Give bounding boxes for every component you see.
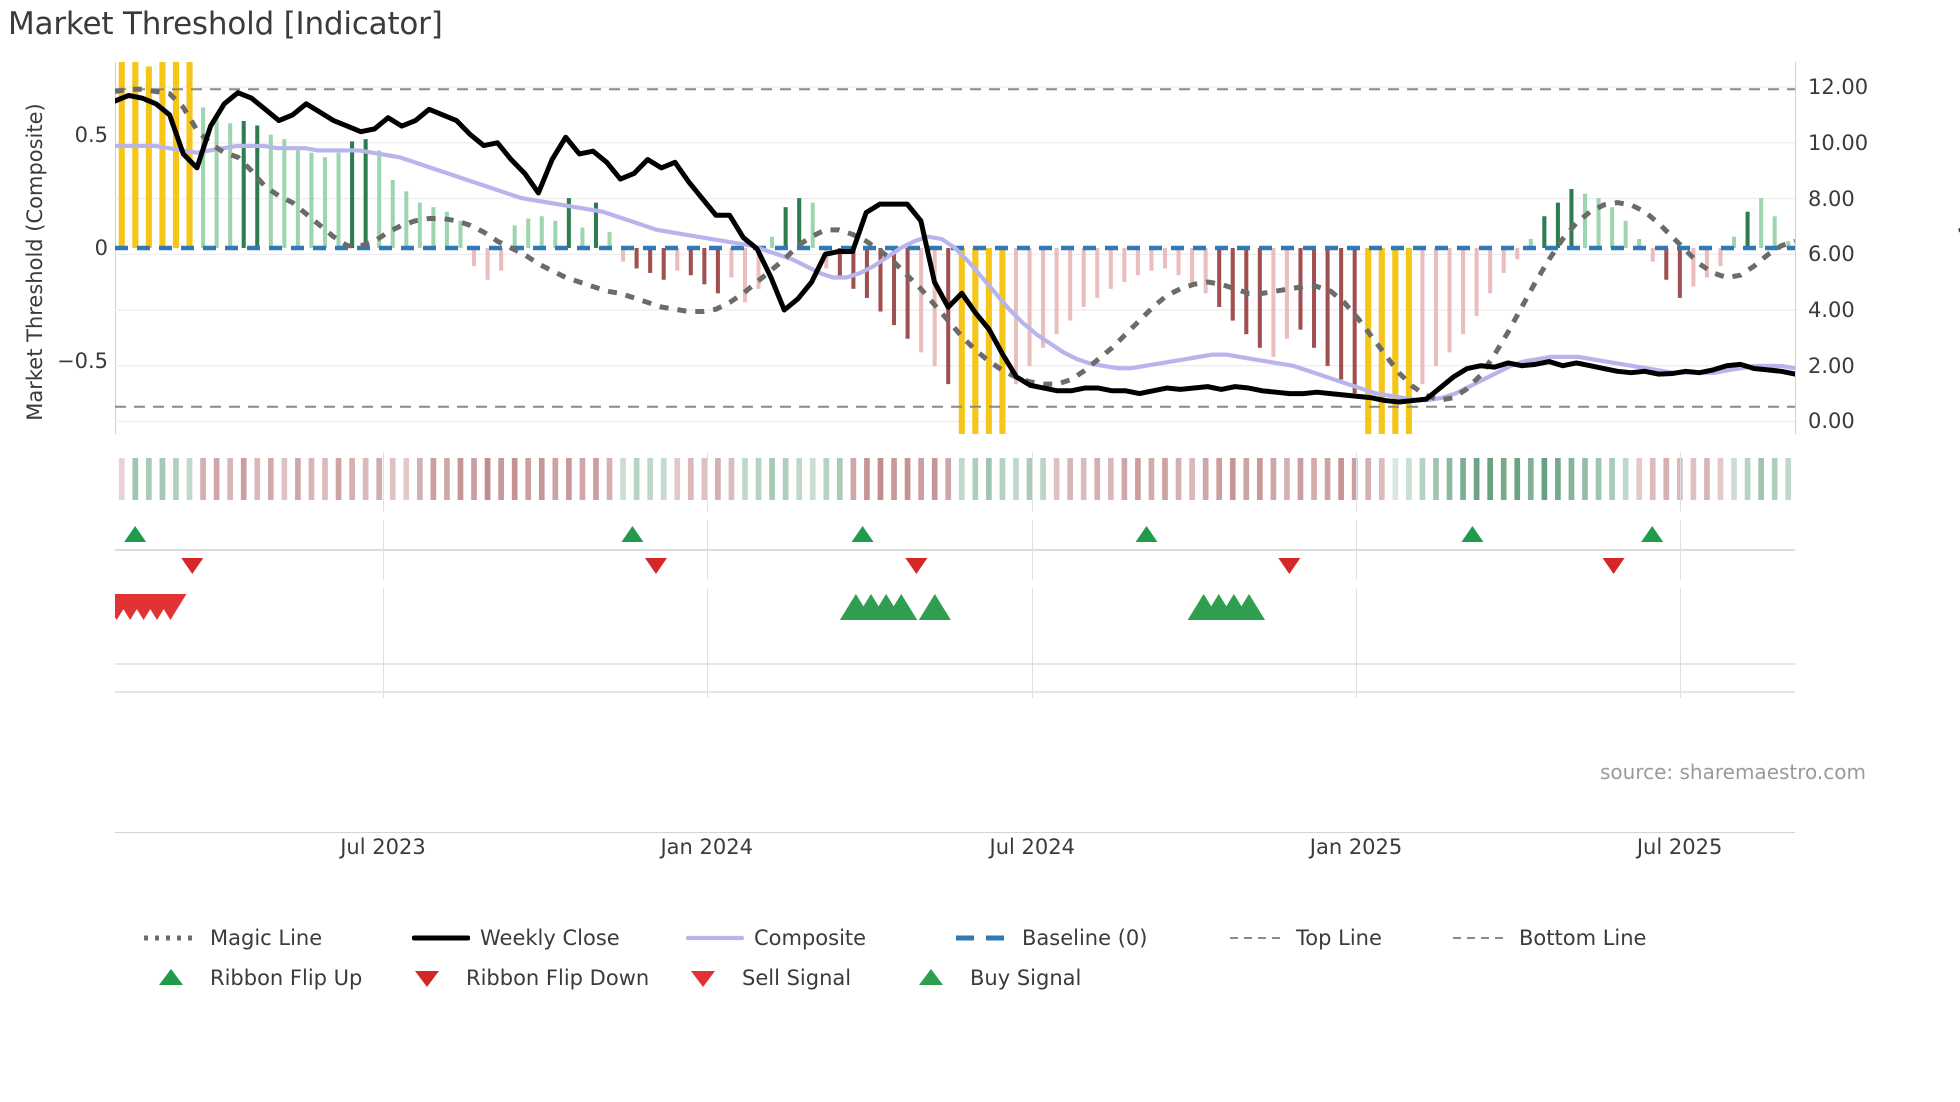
legend-item-label: Magic Line [210, 926, 323, 950]
x-tick: Jul 2023 [340, 835, 426, 859]
dashed-line-key [952, 926, 1014, 950]
y-tick-right: 6.00 [1808, 242, 1855, 267]
x-tick-mark [706, 520, 708, 580]
legend-item-magic-line[interactable]: Magic Line [140, 926, 402, 950]
x-tick: Jan 2025 [1309, 835, 1403, 859]
x-tick-mark [1679, 588, 1681, 698]
ribbon-flip-panel [115, 520, 1795, 580]
legend-item-label: Ribbon Flip Down [466, 966, 650, 990]
dashed-thin-line-key [1226, 926, 1288, 950]
page-title: Market Threshold [Indicator] [8, 6, 443, 42]
x-tick: Jan 2024 [660, 835, 753, 859]
legend-item-label: Buy Signal [970, 966, 1082, 990]
y-axis-right-ticks: 12.00 10.00 8.00 6.00 4.00 2.00 0.00 [1808, 0, 1958, 1102]
x-axis-line [115, 832, 1795, 833]
x-tick-mark [1032, 588, 1034, 698]
x-tick-mark [706, 452, 708, 512]
right-axis-spine [1795, 62, 1796, 434]
x-tick-mark [1032, 452, 1034, 512]
ribbon-heatmap-panel [115, 452, 1795, 512]
legend-item-label: Top Line [1296, 926, 1382, 950]
legend-item-sell-signal[interactable]: Sell Signal [672, 966, 892, 990]
legend-item-label: Ribbon Flip Up [210, 966, 363, 990]
legend-row-primary: Magic Line Weekly Close Composite Baseline … [140, 918, 1900, 958]
main-indicator-panel [115, 62, 1795, 434]
x-tick-mark [1679, 520, 1681, 580]
legend-item-label: Weekly Close [480, 926, 620, 950]
x-tick-mark [1356, 520, 1358, 580]
x-tick-mark [1356, 452, 1358, 512]
legend-item-composite[interactable]: Composite [684, 926, 944, 950]
buy-sell-signal-panel [115, 588, 1795, 698]
y-tick-right: 2.00 [1808, 353, 1855, 378]
up-triangle-key [900, 966, 962, 990]
y-tick-right: 8.00 [1808, 186, 1855, 211]
legend-item-buy-signal[interactable]: Buy Signal [900, 966, 1120, 990]
legend-item-baseline-0[interactable]: Baseline (0) [952, 926, 1218, 950]
legend-item-label: Baseline (0) [1022, 926, 1148, 950]
legend-item-label: Composite [754, 926, 867, 950]
down-triangle-key [396, 966, 458, 990]
x-tick: Jul 2025 [1636, 835, 1723, 859]
solid-line-key [684, 926, 746, 950]
x-tick-mark [382, 588, 384, 698]
up-triangle-key [140, 966, 202, 990]
x-tick-mark [1356, 588, 1358, 698]
legend-item-bottom-line[interactable]: Bottom Line [1449, 926, 1664, 950]
y-axis-left-ticks: 0.5 0 −0.5 [0, 0, 108, 1102]
y-tick-right: 0.00 [1808, 409, 1855, 434]
y-tick-left: 0.5 [74, 122, 108, 147]
y-tick-right: 10.00 [1808, 130, 1869, 155]
legend-item-top-line[interactable]: Top Line [1226, 926, 1441, 950]
y-tick-right: 4.00 [1808, 298, 1855, 322]
x-tick-mark [706, 588, 708, 698]
x-tick: Jul 2024 [989, 835, 1075, 859]
dotted-line-key [140, 926, 202, 950]
legend-item-label: Bottom Line [1519, 926, 1647, 950]
legend-item-label: Sell Signal [742, 966, 852, 990]
legend-item-ribbon-flip-down[interactable]: Ribbon Flip Down [396, 966, 664, 990]
y-tick-right: 12.00 [1808, 75, 1869, 100]
solid-line-key [410, 926, 472, 950]
source-attribution: source: sharemaestro.com [1600, 760, 1866, 784]
x-tick-mark [1032, 520, 1034, 580]
legend: Magic Line Weekly Close Composite Baseline … [140, 918, 1900, 998]
legend-row-markers: Ribbon Flip Up Ribbon Flip Down Sell Signa… [140, 958, 1900, 998]
x-tick-mark [382, 452, 384, 512]
down-triangle-key [672, 966, 734, 990]
x-tick-mark [382, 520, 384, 580]
legend-item-ribbon-flip-up[interactable]: Ribbon Flip Up [140, 966, 388, 990]
x-tick-mark [1679, 452, 1681, 512]
y-tick-left: 0 [94, 236, 108, 260]
y-tick-left: −0.5 [57, 349, 108, 374]
legend-item-weekly-close[interactable]: Weekly Close [410, 926, 676, 950]
dashed-thin-line-key [1449, 926, 1511, 950]
